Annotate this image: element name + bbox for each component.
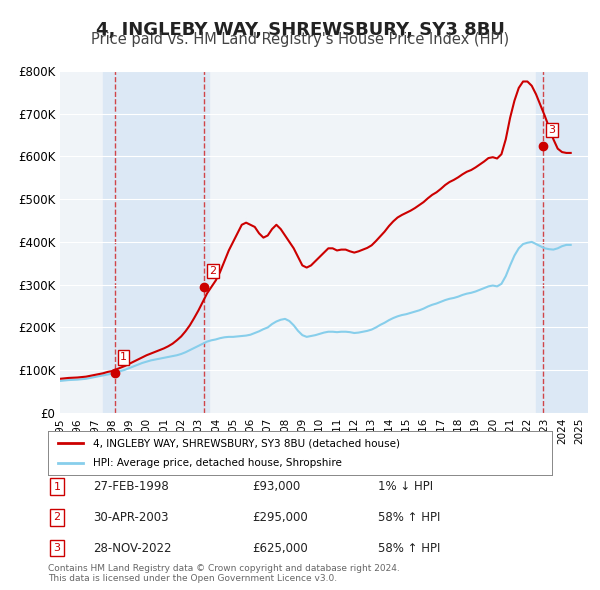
Text: Price paid vs. HM Land Registry's House Price Index (HPI): Price paid vs. HM Land Registry's House …	[91, 32, 509, 47]
Text: 1: 1	[53, 482, 61, 491]
Text: £625,000: £625,000	[252, 542, 308, 555]
Text: 2: 2	[209, 266, 217, 276]
Text: £93,000: £93,000	[252, 480, 300, 493]
Text: HPI: Average price, detached house, Shropshire: HPI: Average price, detached house, Shro…	[94, 458, 342, 467]
Bar	[103, 71, 209, 413]
Bar	[536, 71, 588, 413]
Text: 4, INGLEBY WAY, SHREWSBURY, SY3 8BU (detached house): 4, INGLEBY WAY, SHREWSBURY, SY3 8BU (det…	[94, 438, 400, 448]
Text: 1: 1	[120, 352, 127, 362]
Text: 28-NOV-2022: 28-NOV-2022	[93, 542, 172, 555]
Text: Contains HM Land Registry data © Crown copyright and database right 2024.
This d: Contains HM Land Registry data © Crown c…	[48, 563, 400, 583]
Text: 58% ↑ HPI: 58% ↑ HPI	[378, 511, 440, 524]
Text: 58% ↑ HPI: 58% ↑ HPI	[378, 542, 440, 555]
Text: 27-FEB-1998: 27-FEB-1998	[93, 480, 169, 493]
Text: 1% ↓ HPI: 1% ↓ HPI	[378, 480, 433, 493]
Text: 4, INGLEBY WAY, SHREWSBURY, SY3 8BU: 4, INGLEBY WAY, SHREWSBURY, SY3 8BU	[95, 21, 505, 39]
Text: 30-APR-2003: 30-APR-2003	[93, 511, 169, 524]
Text: 2: 2	[53, 513, 61, 522]
Text: £295,000: £295,000	[252, 511, 308, 524]
Text: 3: 3	[53, 543, 61, 553]
Text: 3: 3	[548, 125, 556, 135]
